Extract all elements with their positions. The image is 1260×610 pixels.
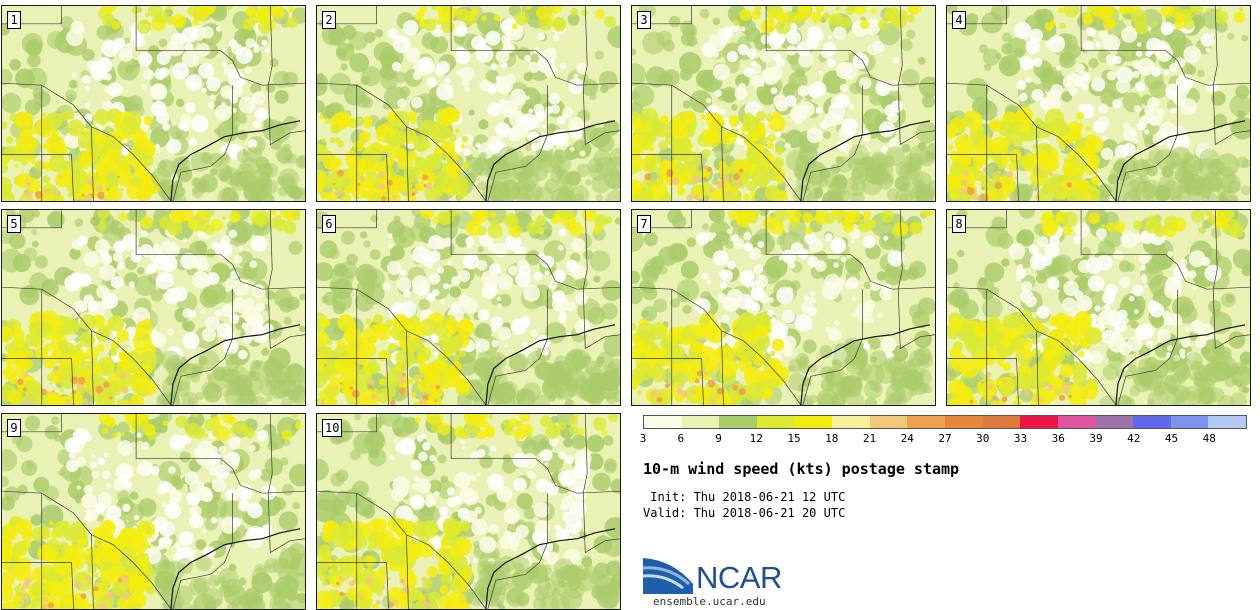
member-label: 4: [952, 11, 966, 29]
member-label: 3: [637, 11, 651, 29]
member-label: 1: [7, 11, 21, 29]
colorbar-tick-label: 24: [900, 432, 914, 445]
member-map-2: 2: [316, 5, 621, 202]
colorbar-tick-label: 45: [1164, 432, 1179, 445]
colorbar-swatch: [794, 416, 833, 428]
colorbar-swatch: [644, 416, 682, 428]
colorbar-swatch: [1133, 416, 1171, 428]
wind-speed-field: [2, 6, 305, 201]
colorbar-swatch: [982, 416, 1021, 428]
colorbar-swatch: [869, 416, 908, 428]
colorbar-swatch: [832, 416, 870, 428]
product-title: 10-m wind speed (kts) postage stamp: [643, 460, 960, 478]
init-time: Init: Thu 2018-06-21 12 UTC: [643, 490, 846, 504]
colorbar-swatch: [1057, 416, 1096, 428]
valid-time: Valid: Thu 2018-06-21 20 UTC: [643, 506, 846, 520]
member-map-1: 1: [1, 5, 306, 202]
member-map-8: 8: [946, 209, 1251, 406]
member-map-4: 4: [946, 5, 1251, 202]
colorbar-swatch: [1095, 416, 1134, 428]
colorbar-swatch: [756, 416, 795, 428]
colorbar-tick-label: 33: [1013, 432, 1028, 445]
colorbar-swatch: [681, 416, 720, 428]
colorbar-tick-label: 15: [787, 432, 801, 445]
wind-speed-field: [632, 6, 935, 201]
colorbar-swatch: [945, 416, 983, 428]
member-label: 9: [7, 419, 21, 437]
wind-speed-field: [2, 414, 305, 609]
colorbar-tick-label: 6: [677, 432, 685, 445]
colorbar-tick-label: 12: [749, 432, 763, 445]
wind-speed-field: [947, 210, 1250, 405]
colorbar-tick-label: 48: [1202, 432, 1216, 445]
colorbar-swatch: [719, 416, 757, 428]
colorbar-swatch: [1208, 416, 1246, 428]
member-label: 5: [7, 215, 21, 233]
wind-speed-field: [632, 210, 935, 405]
wind-speed-field: [317, 414, 620, 609]
colorbar-tick-label: 39: [1089, 432, 1103, 445]
colorbar-tick-label: 36: [1051, 432, 1065, 445]
member-map-6: 6: [316, 209, 621, 406]
member-map-3: 3: [631, 5, 936, 202]
member-label: 2: [322, 11, 336, 29]
wind-speed-colorbar: [643, 415, 1247, 429]
forecast-times: Init: Thu 2018-06-21 12 UTC Valid: Thu 2…: [643, 489, 845, 521]
member-label: 8: [952, 215, 966, 233]
member-map-9: 9: [1, 413, 306, 610]
member-label: 6: [322, 215, 336, 233]
member-map-7: 7: [631, 209, 936, 406]
member-label: 10: [322, 419, 343, 437]
ncar-logo-icon: [643, 558, 693, 594]
colorbar-tick-label: 18: [825, 432, 839, 445]
colorbar-swatch: [1170, 416, 1209, 428]
wind-speed-field: [317, 210, 620, 405]
colorbar-swatch: [1020, 416, 1058, 428]
wind-speed-field: [317, 6, 620, 201]
ncar-logo-text: NCAR: [696, 560, 782, 595]
colorbar-tick-label: 27: [938, 432, 952, 445]
colorbar-tick-label: 9: [715, 432, 722, 445]
member-label: 7: [637, 215, 651, 233]
member-map-10: 10: [316, 413, 621, 610]
colorbar-tick-label: 42: [1127, 432, 1141, 445]
colorbar-tick-label: 3: [639, 432, 647, 445]
colorbar-swatch: [907, 416, 945, 428]
colorbar-tick-label: 21: [862, 432, 877, 445]
wind-speed-field: [947, 6, 1250, 201]
site-url: ensemble.ucar.edu: [653, 595, 766, 608]
wind-speed-field: [2, 210, 305, 405]
member-map-5: 5: [1, 209, 306, 406]
colorbar-tick-labels: 3 6 9 12 15 18 21 24 27 30 33 36 39 42 45 48: [639, 432, 1247, 446]
colorbar-tick-label: 30: [976, 432, 990, 445]
